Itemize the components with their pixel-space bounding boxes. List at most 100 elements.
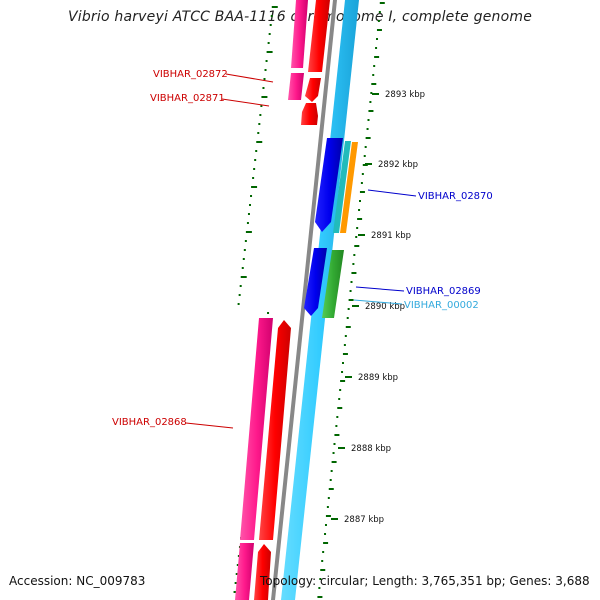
gc-dot <box>235 573 238 575</box>
gc-dot <box>271 6 278 8</box>
kbp-tick-label: 2890 kbp <box>365 302 405 312</box>
gc-dot <box>333 443 336 445</box>
gc-dot <box>332 452 335 454</box>
gc-dot <box>358 209 361 211</box>
gc-dot <box>341 362 344 364</box>
gc-dot <box>353 254 356 256</box>
genome-summary: Topology: circular; Length: 3,765,351 bp… <box>260 574 590 588</box>
gc-track-outer <box>317 2 385 598</box>
feature-VIBHAR_02870[interactable] <box>315 138 343 232</box>
gc-dot <box>252 177 255 179</box>
callout-line <box>221 98 270 107</box>
gc-dot <box>261 96 268 98</box>
gc-dot <box>244 240 247 242</box>
gc-dot <box>256 141 263 143</box>
gc-dot <box>377 20 380 22</box>
gc-dot <box>322 551 325 553</box>
kbp-tick-label: 2892 kbp <box>378 160 418 170</box>
gc-dot <box>356 227 359 229</box>
gc-dot <box>257 132 260 134</box>
gc-dot <box>347 308 350 310</box>
gc-dot <box>329 479 332 481</box>
gc-dot <box>375 47 378 49</box>
feature-pink-top[interactable] <box>291 0 308 68</box>
gc-dot <box>376 29 382 31</box>
gc-dot <box>237 303 240 305</box>
gc-dot <box>247 213 250 215</box>
gc-dot <box>253 168 256 170</box>
gc-dot <box>258 123 261 125</box>
gc-dot <box>366 128 369 130</box>
kbp-tick-mark <box>372 93 379 95</box>
gene-label[interactable]: VIBHAR_02872 <box>153 69 228 80</box>
feature-VIBHAR_02872[interactable] <box>305 78 321 102</box>
feature-orange[interactable] <box>340 142 358 233</box>
gc-dot <box>379 2 385 4</box>
gene-label[interactable]: VIBHAR_02871 <box>150 93 225 104</box>
gc-dot <box>320 569 326 571</box>
gene-label[interactable]: VIBHAR_02869 <box>406 286 481 297</box>
feature-VIBHAR_02871[interactable] <box>301 103 318 125</box>
gc-dot <box>345 326 351 328</box>
gc-dot <box>354 245 360 247</box>
gc-dot <box>321 560 324 562</box>
gc-dot <box>324 533 327 535</box>
feature-red-lower[interactable] <box>254 544 271 600</box>
callout-line <box>367 189 417 197</box>
gc-dot <box>240 276 247 278</box>
kbp-tick-label: 2888 kbp <box>351 444 391 454</box>
gc-dot <box>365 137 371 139</box>
gc-dot <box>361 173 364 175</box>
feature-pink-lower[interactable] <box>235 543 254 600</box>
feature-VIBHAR_02869[interactable] <box>304 248 327 316</box>
kbp-tick-mark <box>365 163 372 165</box>
gc-dot <box>323 542 329 544</box>
gc-dot <box>364 146 367 148</box>
gene-label[interactable]: VIBHAR_00002 <box>404 300 479 311</box>
gc-dot <box>263 78 266 80</box>
gc-dot <box>234 582 237 584</box>
gc-dot <box>368 110 374 112</box>
gc-dot <box>363 155 366 157</box>
feature-pink-mid[interactable] <box>288 73 304 100</box>
accession-label: Accession: NC_009783 <box>9 574 146 588</box>
gc-dot <box>267 42 270 44</box>
gc-dot <box>336 416 339 418</box>
gc-dot <box>264 69 267 71</box>
gc-dot <box>372 74 375 76</box>
kbp-tick-label: 2893 kbp <box>385 90 425 100</box>
gc-dot <box>238 294 241 296</box>
gc-dot <box>246 222 249 224</box>
kbp-tick-mark <box>358 234 365 236</box>
gc-dot <box>324 524 327 526</box>
feature-pink-long[interactable] <box>240 318 273 540</box>
gc-dot <box>331 461 337 463</box>
gene-label[interactable]: VIBHAR_02870 <box>418 191 493 202</box>
feature-VIBHAR_00002[interactable] <box>322 250 344 318</box>
position-ring <box>271 0 337 600</box>
gc-dot <box>249 204 251 206</box>
gc-dot <box>341 371 344 373</box>
gc-dot <box>359 191 365 193</box>
feature-teal[interactable] <box>333 141 351 233</box>
gc-dot <box>355 236 358 238</box>
gc-dot <box>371 83 377 85</box>
gc-dot <box>245 231 252 233</box>
gene-label[interactable]: VIBHAR_02868 <box>112 417 187 428</box>
gc-dot <box>262 87 265 89</box>
gc-dot <box>259 114 262 116</box>
callout-line <box>355 286 405 292</box>
gc-dot <box>343 344 346 346</box>
kbp-tick-mark <box>338 447 345 449</box>
gc-dot <box>239 285 242 287</box>
feature-VIBHAR_02868[interactable] <box>259 320 291 540</box>
gc-dot <box>328 488 334 490</box>
gc-dot <box>266 51 273 53</box>
kbp-tick-label: 2887 kbp <box>344 515 384 525</box>
gc-dot <box>349 290 352 292</box>
feature-VIBHAR_02873[interactable] <box>308 0 330 72</box>
gc-dot <box>346 317 349 319</box>
kbp-tick-mark <box>331 518 338 520</box>
gc-dot <box>317 596 323 598</box>
